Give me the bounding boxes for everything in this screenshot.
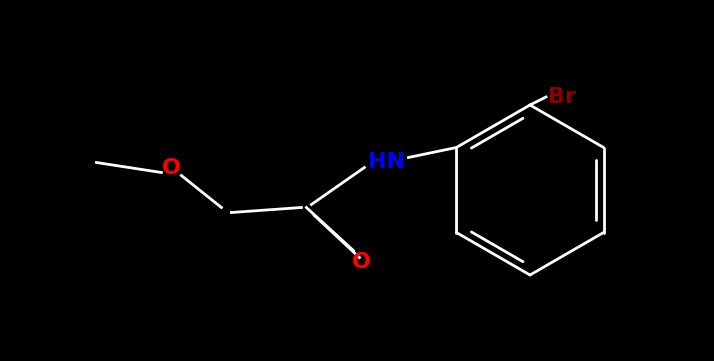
Text: Br: Br	[548, 87, 576, 107]
Text: O: O	[352, 252, 371, 273]
Text: O: O	[162, 157, 181, 178]
Text: HN: HN	[368, 152, 405, 173]
